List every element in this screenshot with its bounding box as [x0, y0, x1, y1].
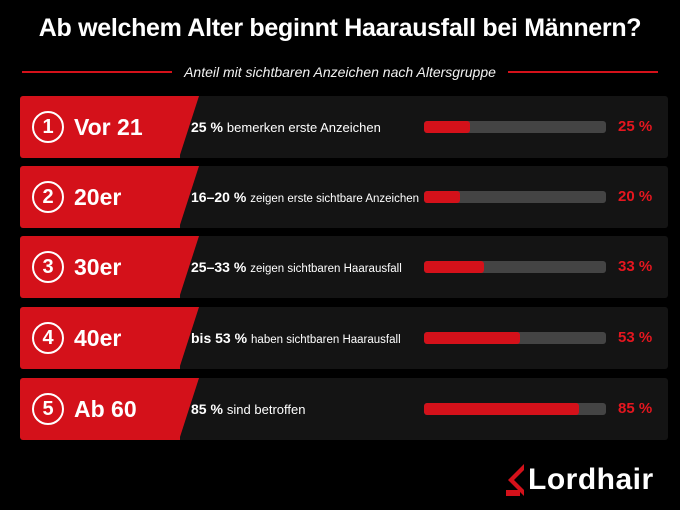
age-badge: 5 Ab 60	[20, 378, 180, 440]
data-label: 33 %	[618, 258, 653, 275]
value-text: 25–33 %	[191, 259, 247, 275]
row-number: 2	[32, 181, 64, 213]
lordhair-logo: Lordhair	[500, 460, 670, 500]
subtitle-bar: Anteil mit sichtbaren Anzeichen nach Alt…	[22, 63, 658, 81]
row-description: 16–20 % zeigen erste sichtbare Anzeichen	[191, 166, 419, 230]
desc-text: zeigen erste sichtbare Anzeichen	[250, 193, 420, 205]
age-label: 20er	[74, 184, 122, 210]
data-label: 53 %	[618, 329, 653, 346]
bar-track	[424, 121, 606, 133]
badge-tip	[179, 378, 199, 440]
row-description: 25 % bemerken erste Anzeichen	[191, 96, 381, 159]
bar-track	[424, 332, 606, 344]
data-label: 20 %	[618, 188, 653, 205]
data-label: 85 %	[618, 400, 653, 417]
bar	[424, 403, 579, 415]
bar-track	[424, 261, 606, 273]
desc-text: sind betroffen	[226, 402, 306, 417]
age-label: 40er	[74, 325, 122, 351]
value-text: 25 %	[191, 119, 223, 135]
age-row: 3 30er 25–33 % zeigen sichtbaren Haarausf…	[20, 236, 668, 298]
subtitle-line-left	[22, 71, 173, 73]
age-badge: 2 20er	[20, 166, 180, 228]
value-text: 16–20 %	[191, 189, 247, 205]
row-number: 3	[32, 251, 64, 283]
row-description: bis 53 % haben sichtbaren Haarausfall	[191, 307, 401, 371]
age-label: Ab 60	[74, 396, 137, 422]
badge-tip	[179, 236, 199, 298]
row-number: 4	[32, 322, 64, 354]
row-number: 5	[32, 393, 64, 425]
badge-tip	[179, 307, 199, 369]
desc-text: haben sichtbaren Haarausfall	[251, 334, 401, 346]
bar	[424, 191, 461, 203]
bar-track	[424, 191, 606, 203]
age-badge: 4 40er	[20, 307, 180, 369]
data-label: 25 %	[618, 118, 653, 135]
age-badge: 1 Vor 21	[20, 96, 180, 158]
desc-text: zeigen sichtbaren Haarausfall	[250, 263, 402, 275]
desc-text: bemerken erste Anzeichen	[226, 120, 381, 135]
chart-title: Ab welchem Alter beginnt Haarausfall bei…	[38, 14, 642, 42]
bar	[424, 261, 485, 273]
row-description: 25–33 % zeigen sichtbaren Haarausfall	[191, 236, 402, 300]
age-row: 5 Ab 60 85 % sind betroffen 85 %	[20, 378, 668, 440]
bar	[424, 332, 521, 344]
brand-name: Lordhair	[528, 463, 654, 496]
badge-tip	[179, 96, 199, 158]
value-text: 85 %	[191, 401, 223, 417]
row-number: 1	[32, 111, 64, 143]
subtitle-line-right	[507, 71, 658, 73]
age-row: 4 40er bis 53 % haben sichtbaren Haarausf…	[20, 307, 668, 369]
age-label: Vor 21	[74, 114, 143, 140]
badge-tip	[179, 166, 199, 228]
bar-track	[424, 403, 606, 415]
row-description: 85 % sind betroffen	[191, 378, 305, 441]
chart-subtitle: Anteil mit sichtbaren Anzeichen nach Alt…	[184, 64, 496, 80]
value-text: bis 53 %	[191, 330, 248, 346]
bar	[424, 121, 470, 133]
lordhair-chevron-icon	[506, 464, 524, 496]
age-row: 1 Vor 21 25 % bemerken erste Anzeichen 25…	[20, 96, 668, 158]
age-row: 2 20er 16–20 % zeigen erste sichtbare Anz…	[20, 166, 668, 228]
age-badge: 3 30er	[20, 236, 180, 298]
age-label: 30er	[74, 254, 122, 280]
